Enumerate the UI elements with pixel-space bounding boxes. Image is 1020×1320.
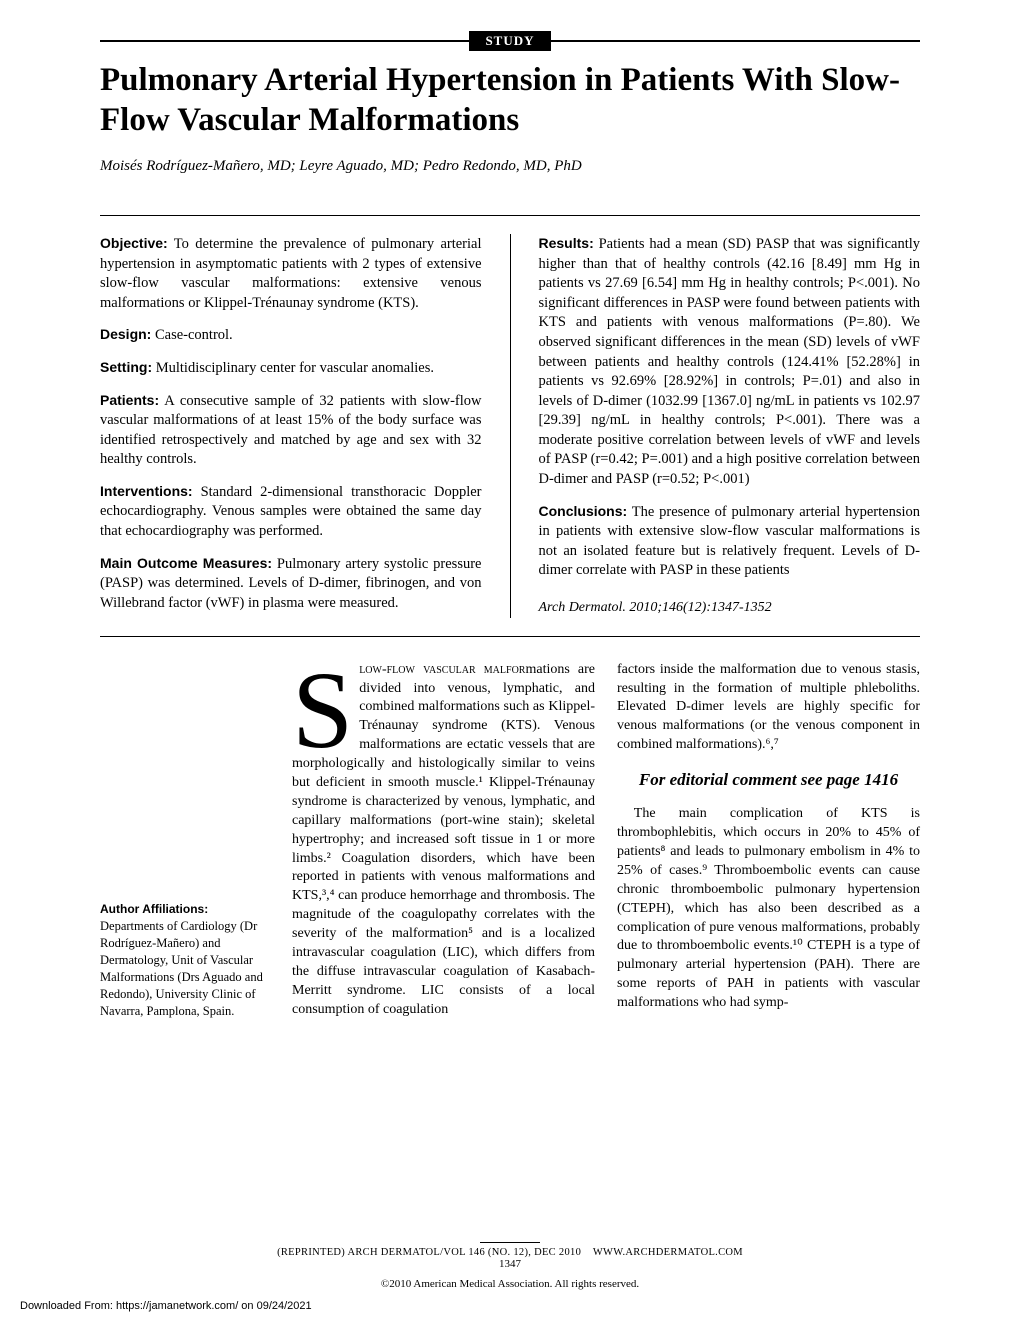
abs-results-label: Results: — [539, 235, 594, 251]
affiliations-heading: Author Affiliations: — [100, 902, 208, 916]
abs-design: Design: Case-control. — [100, 325, 482, 346]
intro-paragraph: Slow-flow vascular malformations are div… — [292, 661, 595, 1020]
abs-design-label: Design: — [100, 326, 151, 342]
abs-outcome: Main Outcome Measures: Pulmonary artery … — [100, 554, 482, 614]
abs-patients-label: Patients: — [100, 392, 159, 408]
abs-conclusions-label: Conclusions: — [539, 503, 628, 519]
footer-rule — [480, 1242, 540, 1243]
affiliations-col: Author Affiliations: Departments of Card… — [100, 661, 270, 1020]
abs-setting-text: Multidisciplinary center for vascular an… — [152, 360, 434, 376]
abs-design-text: Case-control. — [151, 327, 232, 343]
imprint-right: WWW.ARCHDERMATOL.COM — [593, 1247, 743, 1258]
dropcap: S — [292, 661, 359, 752]
abs-objective-label: Objective: — [100, 235, 168, 251]
authors-line: Moisés Rodríguez-Mañero, MD; Leyre Aguad… — [100, 158, 920, 175]
footer-imprint: (REPRINTED) ARCH DERMATOL/VOL 146 (NO. 1… — [100, 1247, 920, 1258]
abs-interventions: Interventions: Standard 2-dimensional tr… — [100, 482, 482, 542]
editorial-comment: For editorial comment see page 1416 — [617, 769, 920, 791]
affiliations: Author Affiliations: Departments of Card… — [100, 901, 270, 1019]
abs-results: Results: Patients had a mean (SD) PASP t… — [539, 234, 921, 489]
page-footer: (REPRINTED) ARCH DERMATOL/VOL 146 (NO. 1… — [100, 1242, 920, 1290]
abs-patients: Patients: A consecutive sample of 32 pat… — [100, 391, 482, 470]
abs-setting: Setting: Multidisciplinary center for va… — [100, 358, 482, 379]
abs-interventions-label: Interventions: — [100, 483, 193, 499]
imprint-left: (REPRINTED) ARCH DERMATOL/VOL 146 (NO. 1… — [277, 1247, 581, 1258]
download-note: Downloaded From: https://jamanetwork.com… — [20, 1300, 312, 1312]
abs-results-text: Patients had a mean (SD) PASP that was s… — [539, 236, 921, 487]
abstract-box: Objective: To determine the prevalence o… — [100, 215, 920, 636]
abs-conclusions: Conclusions: The presence of pulmonary a… — [539, 502, 921, 581]
body-p1: factors inside the malformation due to v… — [617, 661, 920, 755]
citation: Arch Dermatol. 2010;146(12):1347-1352 — [539, 599, 921, 618]
abstract-col-left: Objective: To determine the prevalence o… — [100, 234, 482, 617]
page-number: 1347 — [100, 1258, 920, 1270]
abstract-col-right: Results: Patients had a mean (SD) PASP t… — [510, 234, 921, 617]
badge-row: STUDY — [100, 31, 920, 51]
affiliations-text: Departments of Cardiology (Dr Rodríguez-… — [100, 919, 263, 1017]
body-p2: The main complication of KTS is thrombop… — [617, 805, 920, 1013]
abs-setting-label: Setting: — [100, 359, 152, 375]
study-badge: STUDY — [469, 31, 550, 51]
abs-outcome-label: Main Outcome Measures: — [100, 555, 272, 571]
copyright: ©2010 American Medical Association. All … — [100, 1278, 920, 1290]
abs-objective: Objective: To determine the prevalence o… — [100, 234, 482, 313]
article-title: Pulmonary Arterial Hypertension in Patie… — [100, 61, 920, 140]
body-col-2: factors inside the malformation due to v… — [617, 661, 920, 1020]
body-columns: Author Affiliations: Departments of Card… — [100, 661, 920, 1020]
intro-lead: low-flow vascular malfor — [359, 662, 525, 677]
body-col-1: Slow-flow vascular malformations are div… — [292, 661, 595, 1020]
